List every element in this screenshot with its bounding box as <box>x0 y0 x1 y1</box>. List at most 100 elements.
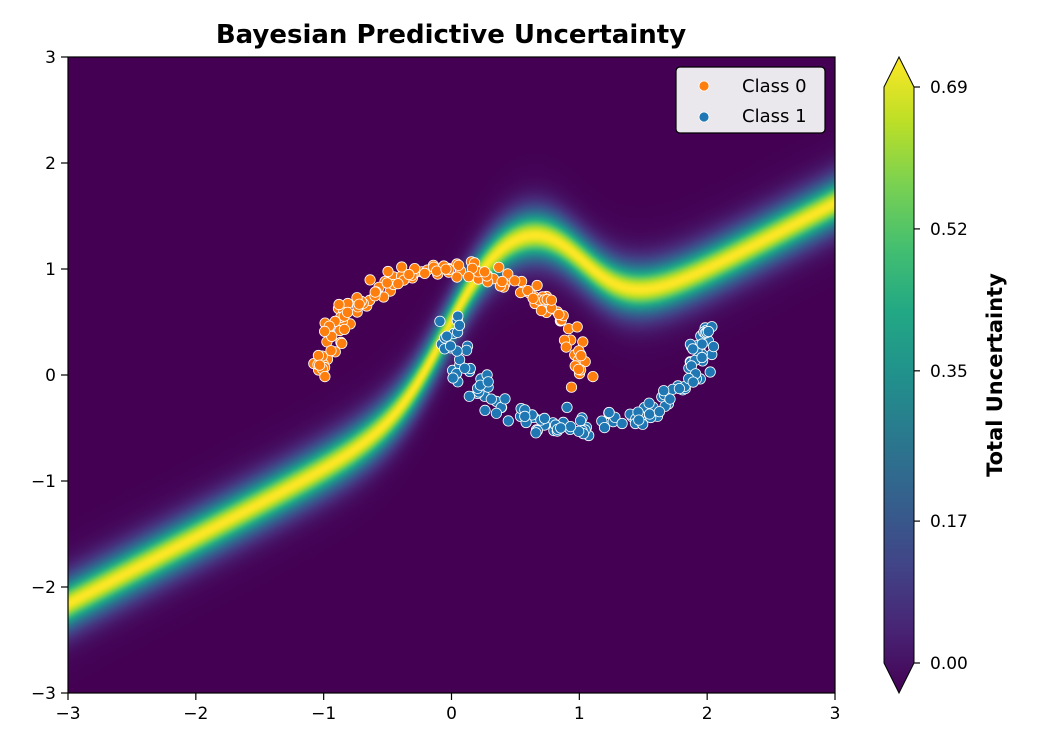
plot-area <box>67 56 836 694</box>
class-1-point <box>664 393 676 405</box>
colorbar-tick-label: 0.69 <box>930 78 968 98</box>
class-0-point <box>392 278 404 290</box>
class-0-point <box>396 261 408 273</box>
class-0-point <box>496 275 508 288</box>
y-tick-label: −3 <box>31 684 56 704</box>
class-0-point <box>319 370 331 383</box>
scatter-points <box>308 256 720 442</box>
class-1-point <box>502 415 514 427</box>
colorbar-tick-label: 0.17 <box>930 512 968 532</box>
colorbar-tick-label: 0.35 <box>930 362 968 382</box>
class-1-point <box>658 385 670 397</box>
class-0-point <box>565 381 578 393</box>
class-1-point <box>460 344 473 356</box>
class-0-point <box>571 321 583 333</box>
class-1-point <box>519 410 531 422</box>
class-0-point <box>338 323 350 335</box>
class-1-point <box>463 390 475 402</box>
class-0-point <box>572 363 585 375</box>
class-1-point <box>447 372 459 384</box>
class-0-point <box>463 271 475 283</box>
x-tick-label: 1 <box>574 704 585 724</box>
class-0-point <box>522 284 534 297</box>
class-0-point <box>560 341 572 353</box>
class-1-point <box>574 415 587 427</box>
colorbar-label: Total Uncertainty <box>983 273 1007 477</box>
class-1-point <box>704 366 716 378</box>
class-1-point <box>561 401 573 413</box>
class-1-point <box>696 338 708 350</box>
class-1-point <box>459 362 471 374</box>
class-0-point <box>369 286 381 298</box>
class-1-point <box>482 376 494 388</box>
class-1-point <box>603 406 615 419</box>
class-0-point <box>325 345 337 357</box>
y-tick-label: −2 <box>31 578 56 598</box>
colorbar-gradient <box>883 55 915 695</box>
x-tick-label: −1 <box>311 704 336 724</box>
class-1-point <box>643 397 655 409</box>
legend-marker-class-0 <box>698 80 710 92</box>
class-1-point <box>653 406 666 418</box>
class-0-point <box>493 261 505 273</box>
legend-box <box>675 66 826 134</box>
class-0-point <box>336 337 348 349</box>
class-1-point <box>485 393 497 405</box>
y-tick-label: 1 <box>45 260 56 280</box>
class-0-point <box>587 370 599 383</box>
y-tick-label: 3 <box>45 48 56 68</box>
class-1-point <box>616 417 628 430</box>
legend-label-class-1: Class 1 <box>742 106 807 127</box>
class-0-point <box>381 277 393 289</box>
chart-title: Bayesian Predictive Uncertainty <box>216 20 686 50</box>
class-0-point <box>451 271 463 283</box>
class-0-point <box>440 263 452 275</box>
class-0-point <box>333 298 345 311</box>
class-1-point <box>444 340 457 352</box>
class-0-point <box>545 294 558 306</box>
class-0-point <box>478 266 491 278</box>
y-tick-label: 2 <box>45 154 56 174</box>
class-0-point <box>382 265 394 278</box>
class-1-point <box>643 408 656 420</box>
class-1-point <box>702 325 715 338</box>
class-1-point <box>452 310 464 322</box>
x-tick-label: 3 <box>830 704 841 724</box>
class-0-point <box>403 268 415 281</box>
class-1-point <box>490 407 502 419</box>
class-1-point <box>530 427 542 439</box>
class-1-point <box>673 382 686 395</box>
class-1-point <box>707 340 720 353</box>
class-1-point <box>453 319 466 331</box>
x-tick-label: 2 <box>702 704 713 724</box>
class-1-point <box>598 421 611 434</box>
class-1-point <box>499 393 511 405</box>
colorbar: 0.00 0.17 0.35 0.52 0.69 Total Uncertainty <box>883 55 1007 695</box>
class-1-point <box>538 412 551 424</box>
class-0-point <box>509 275 521 287</box>
x-tick-label: −3 <box>55 704 80 724</box>
class-0-point <box>341 306 354 318</box>
y-axis: −3 −2 −1 0 1 2 3 <box>31 48 68 704</box>
class-0-point <box>312 349 324 362</box>
class-0-point <box>502 268 514 280</box>
class-0-point <box>535 304 548 317</box>
class-0-point <box>313 359 326 371</box>
class-0-point <box>353 298 365 310</box>
class-1-point <box>696 351 708 364</box>
class-0-point <box>318 325 331 337</box>
class-1-point <box>555 422 567 434</box>
class-1-point <box>434 315 446 327</box>
class-1-point <box>633 414 645 426</box>
colorbar-ticks: 0.00 0.17 0.35 0.52 0.69 <box>914 78 968 674</box>
class-1-point <box>687 376 699 388</box>
class-0-point <box>531 279 543 292</box>
class-0-point <box>364 274 376 286</box>
class-0-point <box>553 308 565 321</box>
class-0-point <box>527 292 539 304</box>
class-1-point <box>687 343 699 355</box>
class-1-point <box>564 420 577 433</box>
x-axis: −3 −2 −1 0 1 2 3 <box>55 693 840 724</box>
x-tick-label: −2 <box>183 704 208 724</box>
